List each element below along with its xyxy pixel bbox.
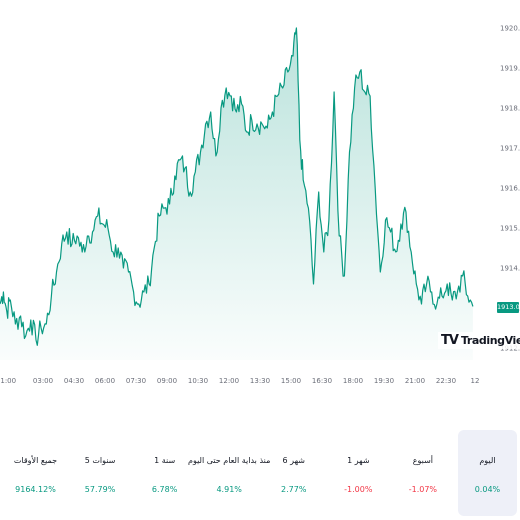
x-tick-label: 21:00 (405, 377, 425, 385)
period-tab-5[interactable]: 1 سنة 6.78% (135, 430, 194, 516)
y-tick-label: 1918.00 (500, 105, 520, 113)
y-tick-label: 1917.00 (500, 145, 520, 153)
tradingview-logo-icon: TV (441, 333, 459, 348)
period-tab-4[interactable]: منذ بداية العام حتى اليوم 4.91% (188, 430, 270, 516)
period-tab-3[interactable]: 6 شهر 2.77% (264, 430, 323, 516)
y-tick-label: 1915.00 (500, 225, 520, 233)
period-label: 6 شهر (282, 456, 305, 465)
y-tick-label: 1916.00 (500, 185, 520, 193)
period-change-value: 4.91% (216, 485, 242, 494)
period-label: 1 سنة (154, 456, 176, 465)
period-tab-6[interactable]: 5 سنوات 57.79% (71, 430, 130, 516)
tradingview-logo-text: TradingView (460, 334, 520, 347)
y-tick-label: 1919.00 (500, 65, 520, 73)
x-tick-label: 03:00 (33, 377, 53, 385)
performance-periods: اليوم 0.04% أسبوع -1.07% 1 شهر -1.00% 6 شهر 2.7… (0, 430, 520, 516)
x-tick-label: 04:30 (64, 377, 84, 385)
y-tick-label: 1914.00 (500, 265, 520, 273)
period-change-value: -1.00% (344, 485, 373, 494)
period-label: أسبوع (412, 456, 433, 465)
period-tab-0[interactable]: اليوم 0.04% (457, 430, 517, 516)
period-tab-2[interactable]: 1 شهر -1.00% (329, 430, 388, 516)
y-tick-label: 1920.00 (500, 25, 520, 33)
x-tick-label: 07:30 (126, 377, 146, 385)
x-tick-label: 10:30 (188, 377, 208, 385)
period-change-value: 9164.12% (15, 485, 56, 494)
period-label: اليوم (479, 456, 496, 465)
x-tick-label: 15:00 (281, 377, 301, 385)
x-tick-label: 12 (471, 377, 480, 385)
period-change-value: 0.04% (474, 485, 501, 494)
period-label: جميع الأوقات (13, 456, 58, 465)
x-tick-label: 16:30 (312, 377, 332, 385)
x-tick-label: 13:30 (250, 377, 270, 385)
x-tick-label: 06:00 (95, 377, 115, 385)
period-label: 5 سنوات (84, 456, 116, 465)
chart-svg: 1920.00 1919.00 1918.00 1917.00 1916.00 1915.… (0, 25, 520, 385)
tradingview-logo[interactable]: TV TradingView (438, 332, 520, 349)
x-tick-label: 12:00 (219, 377, 239, 385)
x-axis: 01:00 03:00 04:30 06:00 07:30 09:00 10:30 12:00… (0, 377, 479, 385)
x-tick-label: 09:00 (157, 377, 177, 385)
period-change-value: -1.07% (408, 485, 438, 494)
period-change-value: 6.78% (151, 485, 178, 494)
current-price-tag: 1913.04 (497, 302, 520, 313)
price-line (0, 27, 474, 346)
price-area (0, 28, 473, 360)
period-change-value: 57.79% (84, 485, 116, 494)
period-label: منذ بداية العام حتى اليوم (188, 456, 271, 465)
period-change-value: 2.77% (281, 485, 307, 494)
x-tick-label: 19:30 (374, 377, 394, 385)
x-tick-label: 22:30 (436, 377, 456, 385)
period-tab-7[interactable]: جميع الأوقات 9164.12% (6, 430, 65, 516)
x-tick-label: 18:00 (343, 377, 363, 385)
price-chart[interactable]: 1920.00 1919.00 1918.00 1917.00 1916.00 1915.… (0, 0, 520, 400)
x-tick-label: 01:00 (0, 377, 16, 385)
period-label: 1 شهر (347, 456, 370, 465)
period-tab-1[interactable]: أسبوع -1.07% (393, 430, 452, 516)
